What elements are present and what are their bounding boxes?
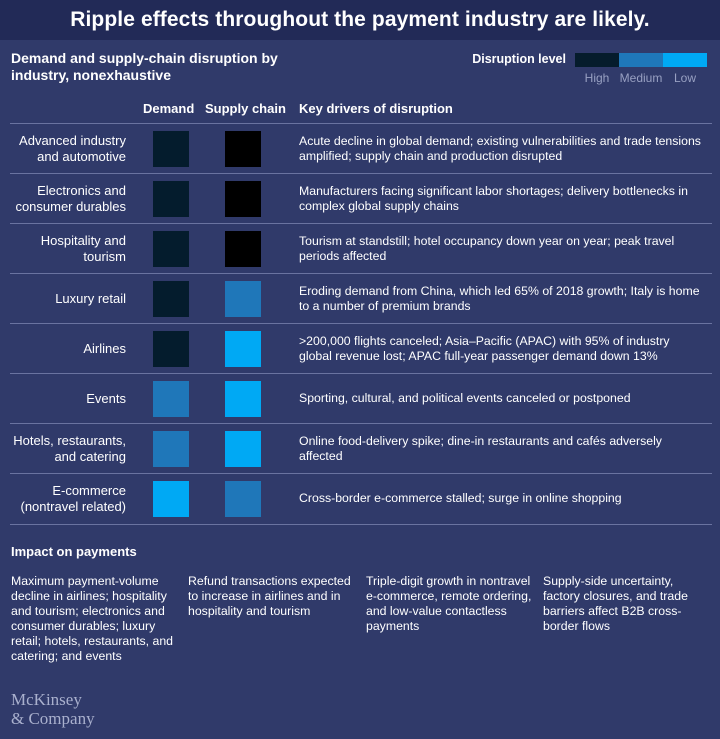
legend-swatch-high [575,53,619,67]
supply-chain-cell [225,231,261,267]
industry-label: Hospitality and tourism [40,233,126,264]
mckinsey-logo: McKinsey & Company [11,690,95,728]
demand-cell [153,181,189,217]
supply-chain-cell [225,181,261,217]
legend-swatch-low [663,53,707,67]
industry-label: Airlines [83,341,126,356]
table-row: E-commerce (nontravel related) Cross-bord… [10,473,712,525]
demand-cell [153,431,189,467]
column-header-key-drivers: Key drivers of disruption [299,101,453,116]
key-drivers-text: Sporting, cultural, and political events… [299,391,631,406]
table-row: Hotels, restaurants, and catering Online … [10,423,712,474]
column-header-supply-chain: Supply chain [205,101,286,116]
key-drivers-text: Cross-border e-commerce stalled; surge i… [299,491,622,506]
key-drivers-text: Tourism at standstill; hotel occupancy d… [299,233,675,264]
legend-label-high: High [584,71,610,85]
legend-swatch-medium [619,53,663,67]
impact-item-3: Triple-digit growth in nontravel e-comme… [366,574,532,633]
industry-label: Electronics and consumer durables [15,183,126,214]
demand-cell [153,331,189,367]
key-drivers-text: Eroding demand from China, which led 65%… [299,283,700,314]
demand-cell [153,381,189,417]
table-row: Electronics and consumer durables Manufac… [10,173,712,224]
table-row: Airlines >200,000 flights canceled; Asia–… [10,323,712,374]
logo-line-1: McKinsey [11,690,82,709]
legend-title: Disruption level [472,52,566,66]
supply-chain-cell [225,431,261,467]
table-row: Advanced industry and automotive Acute de… [10,123,712,174]
industry-label: Events [86,391,126,406]
supply-chain-cell [225,381,261,417]
impact-title: Impact on payments [11,544,137,559]
supply-chain-cell [225,131,261,167]
table-row: Hospitality and tourism Tourism at stands… [10,223,712,274]
impact-item-4: Supply-side uncertainty, factory closure… [543,574,688,633]
industry-label: Luxury retail [55,291,126,306]
key-drivers-text: Manufacturers facing significant labor s… [299,183,688,214]
industry-label: Advanced industry and automotive [19,133,126,164]
demand-cell [153,281,189,317]
supply-chain-cell [225,281,261,317]
key-drivers-text: Acute decline in global demand; existing… [299,133,701,164]
supply-chain-cell [225,481,261,517]
key-drivers-text: >200,000 flights canceled; Asia–Pacific … [299,333,670,364]
demand-cell [153,231,189,267]
column-header-demand: Demand [143,101,195,116]
legend-label-medium: Medium [619,71,663,85]
demand-cell [153,481,189,517]
banner-title: Ripple effects throughout the payment in… [0,0,720,40]
impact-item-1: Maximum payment-volume decline in airlin… [11,574,173,663]
legend-label-low: Low [673,71,696,85]
demand-cell [153,131,189,167]
key-drivers-text: Online food-delivery spike; dine-in rest… [299,433,662,464]
logo-line-2: & Company [11,709,95,728]
table-row: Events Sporting, cultural, and political … [10,373,712,424]
industry-label: E-commerce (nontravel related) [20,483,127,514]
chart-title: Demand and supply-chain disruption by in… [11,50,278,83]
impact-item-2: Refund transactions expected to increase… [188,574,351,618]
supply-chain-cell [225,331,261,367]
industry-label: Hotels, restaurants, and catering [13,433,126,464]
table-row: Luxury retail Eroding demand from China, … [10,273,712,324]
